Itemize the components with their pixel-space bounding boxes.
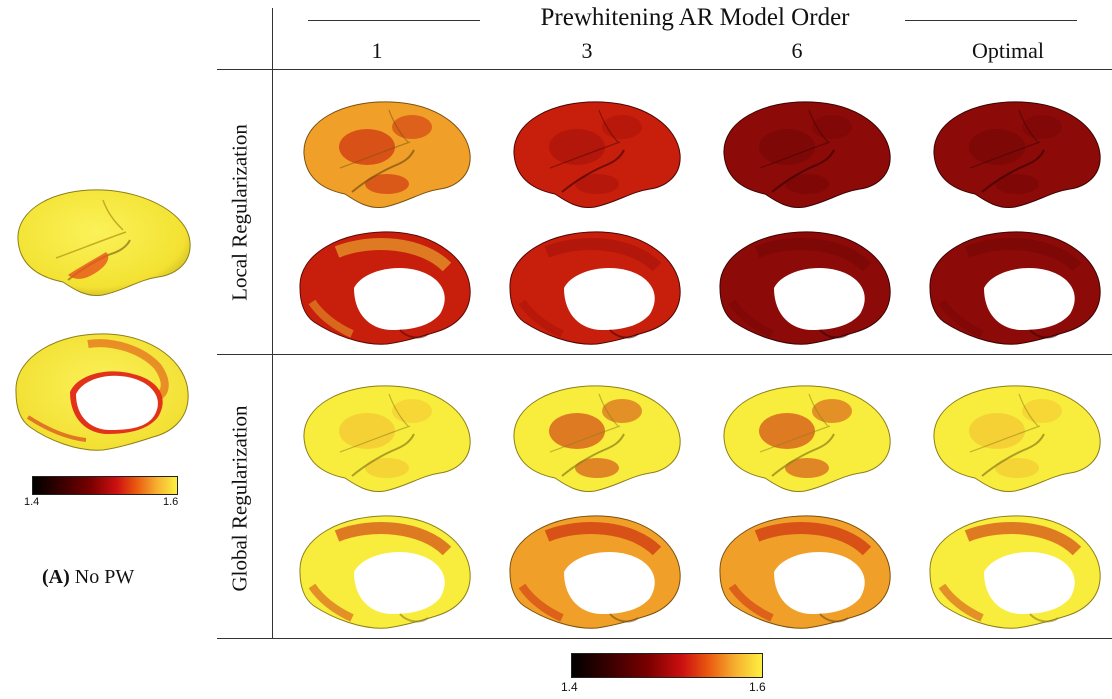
brain-lateral-nopw (17, 189, 191, 297)
colorbar-main (571, 653, 763, 678)
brain-lateral-r1-c0 (303, 385, 471, 493)
colorbar-main-min: 1.4 (561, 680, 578, 694)
colorbar-left-min: 1.4 (24, 496, 40, 508)
divider-vertical (272, 8, 273, 638)
brain-lateral-r0-c0 (303, 101, 471, 209)
brain-medial-r1-c0 (299, 515, 471, 629)
row-label-local: Local Regularization (227, 124, 252, 301)
panel-caption-a: (A) No PW (42, 566, 134, 589)
brain-medial-r1-c1 (509, 515, 681, 629)
brain-medial-r0-c0 (299, 231, 471, 345)
brain-medial-r0-c2 (719, 231, 891, 345)
brain-medial-r0-c1 (509, 231, 681, 345)
column-label-optimal: Optimal (971, 38, 1045, 63)
column-label-6: 6 (791, 38, 803, 63)
brain-medial-r1-c3 (929, 515, 1101, 629)
brain-medial-nopw (15, 333, 189, 451)
column-label-1: 1 (371, 38, 383, 63)
header-title: Prewhitening AR Model Order (540, 4, 850, 31)
brain-lateral-r1-c1 (513, 385, 681, 493)
brain-medial-r0-c3 (929, 231, 1101, 345)
divider-middle (217, 354, 1112, 355)
column-label-3: 3 (581, 38, 593, 63)
colorbar-main-max: 1.6 (749, 680, 766, 694)
header-rule-left (308, 20, 480, 21)
colorbar-left (32, 476, 178, 495)
row-label-global: Global Regularization (227, 405, 252, 592)
colorbar-left-max: 1.6 (163, 496, 179, 508)
divider-bottom (217, 638, 1112, 639)
brain-lateral-r1-c2 (723, 385, 891, 493)
panel-caption-label: (A) (42, 566, 70, 588)
left-panel: 1.4 1.6 (A) No PW (0, 0, 215, 699)
brain-lateral-r0-c2 (723, 101, 891, 209)
divider-header (217, 69, 1112, 70)
brain-lateral-r0-c3 (933, 101, 1101, 209)
panel-caption-text: No PW (74, 566, 135, 588)
header: Prewhitening AR Model Order (300, 0, 1090, 68)
brain-lateral-r0-c1 (513, 101, 681, 209)
brain-medial-r1-c2 (719, 515, 891, 629)
header-rule-right (905, 20, 1077, 21)
brain-lateral-r1-c3 (933, 385, 1101, 493)
